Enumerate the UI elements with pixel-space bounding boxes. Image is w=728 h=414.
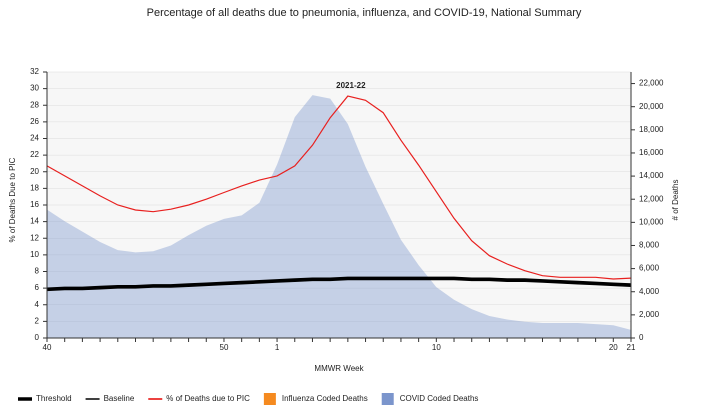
y2-tick-label: 8,000: [639, 241, 660, 250]
y2-tick-label: 2,000: [639, 310, 660, 319]
y-tick-label: 14: [30, 217, 39, 226]
y-tick-label: 6: [35, 283, 40, 292]
legend-swatch: [264, 393, 276, 405]
y2-tick-label: 18,000: [639, 125, 664, 134]
y-tick-label: 12: [30, 233, 39, 242]
legend-swatch: [382, 393, 394, 405]
y2-tick-label: 4,000: [639, 287, 660, 296]
y-axis-label: % of Deaths Due to PIC: [8, 157, 17, 242]
y-tick-label: 8: [35, 267, 40, 276]
legend-label: COVID Coded Deaths: [400, 394, 479, 403]
y2-tick-label: 10,000: [639, 217, 664, 226]
x-tick-label: 20: [609, 343, 618, 352]
y-tick-label: 28: [30, 100, 39, 109]
y2-tick-label: 6,000: [639, 264, 660, 273]
y-tick-label: 18: [30, 183, 39, 192]
y-tick-label: 4: [35, 300, 40, 309]
legend-label: Threshold: [36, 394, 72, 403]
y2-tick-label: 16,000: [639, 148, 664, 157]
legend-label: Influenza Coded Deaths: [282, 394, 368, 403]
y2-axis-label: # of Deaths: [671, 180, 680, 221]
x-tick-label: 10: [432, 343, 441, 352]
y-tick-label: 10: [30, 250, 39, 259]
y-tick-label: 26: [30, 117, 39, 126]
x-tick-label: 21: [627, 343, 636, 352]
y2-tick-label: 22,000: [639, 79, 664, 88]
y2-tick-label: 12,000: [639, 194, 664, 203]
y2-tick-label: 20,000: [639, 102, 664, 111]
y-tick-label: 16: [30, 200, 39, 209]
y-tick-label: 32: [30, 67, 39, 76]
y2-tick-label: 0: [639, 333, 644, 342]
y-tick-label: 2: [35, 316, 40, 325]
annotation: 2021-22: [336, 81, 366, 90]
y-tick-label: 0: [35, 333, 40, 342]
y2-tick-label: 14,000: [639, 171, 664, 180]
chart-title: Percentage of all deaths due to pneumoni…: [147, 7, 582, 19]
y-tick-label: 22: [30, 150, 39, 159]
x-tick-label: 40: [43, 343, 52, 352]
x-axis-label: MMWR Week: [314, 364, 364, 373]
y-tick-label: 24: [30, 134, 39, 143]
y-tick-label: 30: [30, 84, 39, 93]
y-tick-label: 20: [30, 167, 39, 176]
x-tick-label: 1: [275, 343, 280, 352]
legend-label: Baseline: [104, 394, 135, 403]
legend-label: % of Deaths due to PIC: [166, 394, 250, 403]
x-tick-label: 50: [220, 343, 229, 352]
